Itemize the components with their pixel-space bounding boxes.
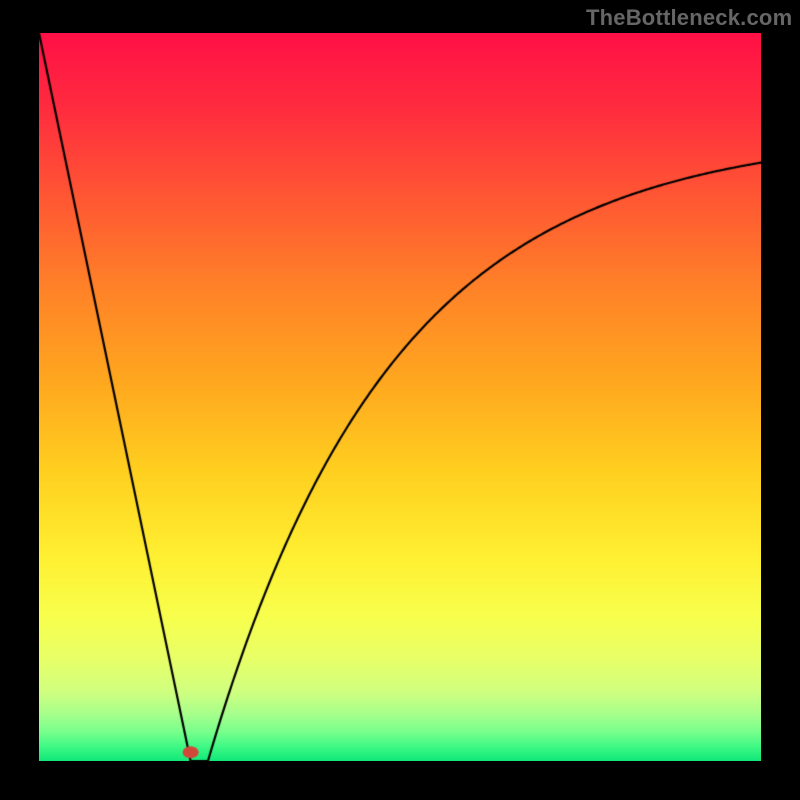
watermark-text: TheBottleneck.com [586, 5, 792, 31]
chart-container: TheBottleneck.com [0, 0, 800, 800]
bottleneck-curve [39, 33, 761, 761]
chart-frame [39, 33, 761, 761]
